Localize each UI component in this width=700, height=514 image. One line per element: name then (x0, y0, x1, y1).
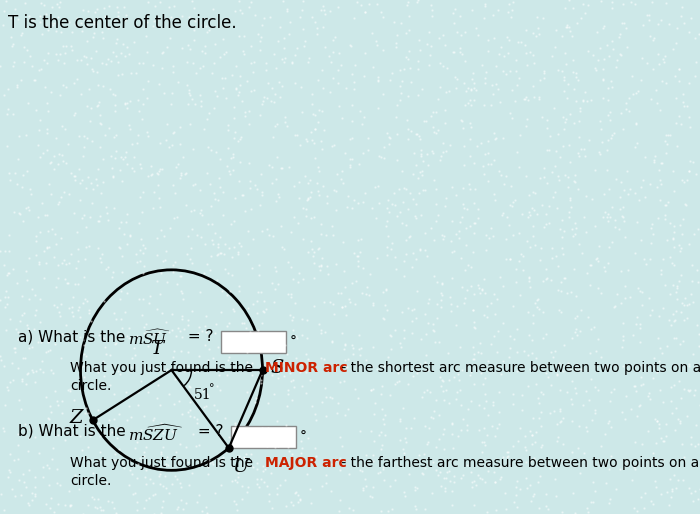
Text: 51: 51 (193, 388, 211, 402)
Text: - the shortest arc measure between two points on a: - the shortest arc measure between two p… (337, 361, 700, 375)
Text: °: ° (209, 384, 215, 394)
Text: a) What is the: a) What is the (18, 329, 130, 344)
Text: What you just found is the: What you just found is the (70, 361, 258, 375)
Text: = ?: = ? (193, 424, 223, 439)
Text: S: S (270, 359, 284, 377)
Text: Z: Z (69, 409, 83, 427)
Text: T: T (150, 340, 164, 358)
Text: $m\widehat{SZU}$: $m\widehat{SZU}$ (128, 423, 183, 444)
Text: b) What is the: b) What is the (18, 424, 131, 439)
Text: T is the center of the circle.: T is the center of the circle. (8, 14, 237, 32)
Text: - the farthest arc measure between two points on a: - the farthest arc measure between two p… (337, 456, 699, 470)
Text: circle.: circle. (70, 379, 111, 393)
Text: = ?: = ? (183, 329, 214, 344)
Bar (221, 331, 286, 353)
Text: °: ° (300, 430, 307, 444)
Text: MAJOR arc: MAJOR arc (265, 456, 346, 470)
Text: MINOR arc: MINOR arc (265, 361, 348, 375)
Text: °: ° (290, 335, 297, 349)
Text: $m\widehat{SU}$: $m\widehat{SU}$ (128, 328, 171, 347)
Bar (231, 426, 296, 448)
Text: What you just found is the: What you just found is the (70, 456, 258, 470)
Text: U: U (232, 458, 248, 476)
Text: circle.: circle. (70, 474, 111, 488)
